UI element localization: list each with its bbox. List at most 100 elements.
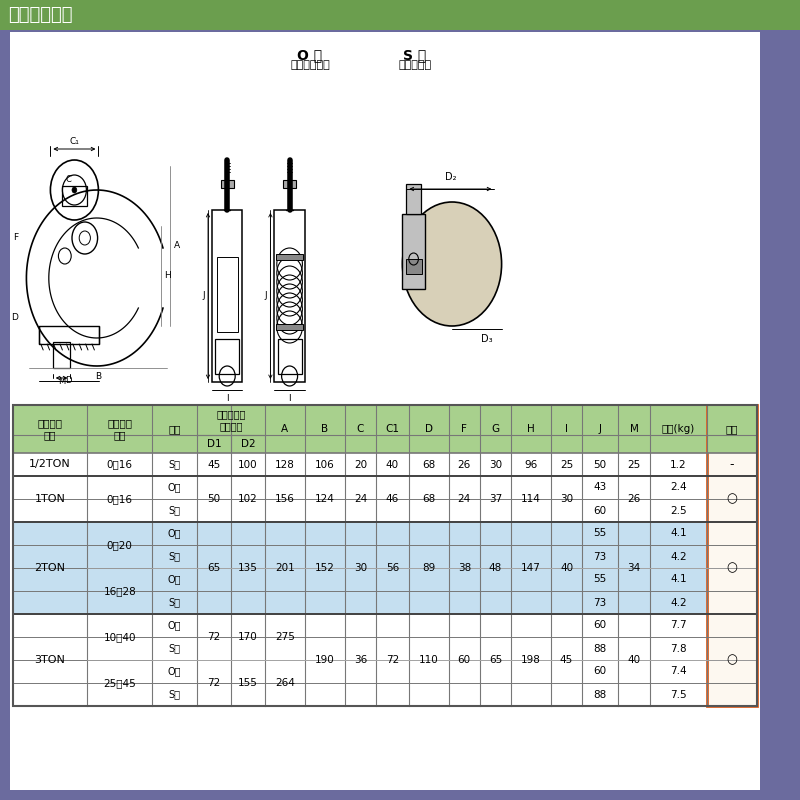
Text: 72: 72: [207, 632, 221, 642]
Bar: [274, 210, 305, 382]
Text: 65: 65: [489, 655, 502, 665]
Bar: [212, 210, 242, 382]
Text: 72: 72: [207, 678, 221, 688]
Text: 68: 68: [422, 459, 435, 470]
Bar: [13, 453, 757, 476]
Bar: [13, 499, 757, 522]
Bar: [13, 522, 757, 545]
Circle shape: [72, 187, 77, 193]
Text: C1: C1: [386, 424, 399, 434]
Text: D: D: [11, 314, 18, 322]
Text: 30: 30: [354, 563, 367, 573]
Text: 43: 43: [594, 482, 606, 493]
Text: S型: S型: [169, 459, 181, 470]
Text: 38: 38: [458, 563, 471, 573]
Text: 170: 170: [238, 632, 258, 642]
Text: 89: 89: [422, 563, 435, 573]
Bar: [278, 339, 302, 374]
Text: 26: 26: [627, 494, 641, 504]
Text: 88: 88: [594, 643, 606, 654]
Text: 1TON: 1TON: [34, 494, 66, 504]
Text: C: C: [65, 174, 71, 183]
Text: 198: 198: [521, 655, 541, 665]
Text: ○: ○: [726, 654, 738, 666]
Text: 106: 106: [315, 459, 335, 470]
Text: 55: 55: [594, 574, 606, 585]
Circle shape: [402, 202, 502, 326]
Text: 88: 88: [594, 690, 606, 699]
Text: O型: O型: [168, 529, 182, 538]
Text: 56: 56: [386, 563, 399, 573]
Bar: [53, 342, 70, 368]
Text: 50: 50: [594, 459, 606, 470]
Text: 20: 20: [354, 459, 367, 470]
Text: 264: 264: [275, 678, 295, 688]
Text: 135: 135: [238, 563, 258, 573]
Text: 30: 30: [560, 494, 573, 504]
Text: D1: D1: [206, 439, 221, 449]
Text: H: H: [164, 271, 170, 281]
Text: ○: ○: [726, 562, 738, 574]
Text: 26: 26: [458, 459, 471, 470]
Text: 3TON: 3TON: [34, 655, 66, 665]
Text: 25: 25: [627, 459, 641, 470]
Text: 4.2: 4.2: [670, 598, 686, 607]
Text: O型: O型: [168, 666, 182, 677]
Text: 36: 36: [354, 655, 367, 665]
Bar: [13, 683, 757, 706]
Bar: [217, 257, 238, 332]
Text: 34: 34: [627, 563, 641, 573]
Text: 73: 73: [594, 551, 606, 562]
Text: 60: 60: [594, 506, 606, 515]
Text: F: F: [14, 234, 18, 242]
Text: 60: 60: [458, 655, 471, 665]
Text: C₁: C₁: [70, 138, 79, 146]
Text: 124: 124: [315, 494, 335, 504]
Bar: [406, 184, 421, 214]
Bar: [760, 32, 790, 790]
Text: S型: S型: [169, 506, 181, 515]
Text: J: J: [598, 424, 602, 434]
Text: 0～20: 0～20: [106, 540, 133, 550]
Text: 10～40: 10～40: [103, 632, 136, 642]
Text: 128: 128: [275, 459, 295, 470]
Text: D₃: D₃: [481, 334, 492, 344]
Text: クランプ
範囲: クランプ 範囲: [107, 418, 132, 440]
Text: 2.5: 2.5: [670, 506, 686, 515]
Bar: [13, 545, 757, 568]
Text: M: M: [630, 424, 638, 434]
Text: 自重(kg): 自重(kg): [662, 424, 695, 434]
Text: S 型: S 型: [403, 48, 426, 62]
Text: （ばねなし）: （ばねなし）: [290, 60, 330, 70]
Text: F: F: [462, 424, 467, 434]
Text: 152: 152: [315, 563, 335, 573]
Text: 45: 45: [560, 655, 573, 665]
Text: 114: 114: [521, 494, 541, 504]
Bar: [13, 637, 757, 660]
Text: 96: 96: [524, 459, 538, 470]
Text: 4.1: 4.1: [670, 574, 686, 585]
Text: -: -: [730, 458, 734, 471]
Bar: [276, 324, 303, 330]
Text: 100: 100: [238, 459, 258, 470]
Bar: [215, 339, 239, 374]
Text: 7.7: 7.7: [670, 621, 686, 630]
Text: S型: S型: [169, 598, 181, 607]
Text: S型: S型: [169, 643, 181, 654]
Text: 110: 110: [419, 655, 438, 665]
Text: 46: 46: [386, 494, 399, 504]
Text: I: I: [288, 394, 291, 403]
Text: 155: 155: [238, 678, 258, 688]
Text: S型: S型: [169, 551, 181, 562]
Text: ○: ○: [726, 493, 738, 506]
Text: 24: 24: [458, 494, 471, 504]
Bar: [39, 326, 99, 344]
Text: 30: 30: [489, 459, 502, 470]
Text: B: B: [322, 424, 329, 434]
Bar: [13, 614, 757, 637]
Text: B: B: [95, 372, 102, 381]
Bar: [13, 435, 757, 453]
Text: 37: 37: [489, 494, 502, 504]
Text: J: J: [202, 291, 205, 301]
Text: C: C: [357, 424, 364, 434]
